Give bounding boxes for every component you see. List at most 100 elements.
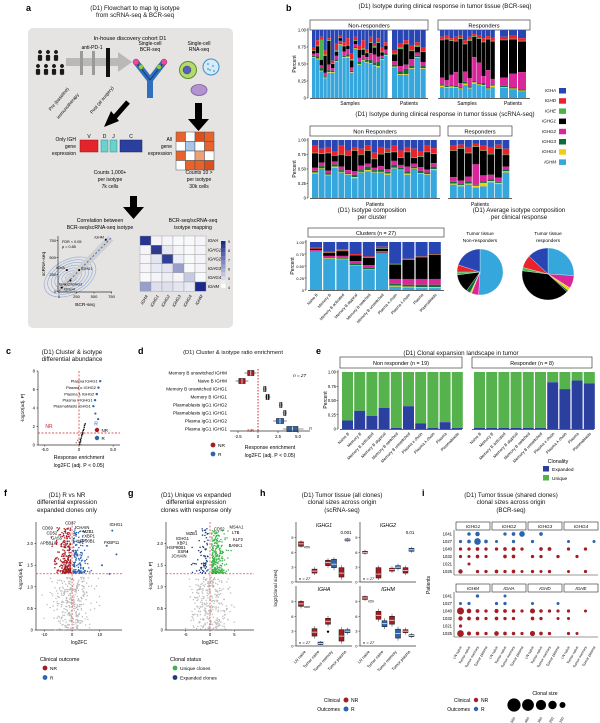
- tick: 750: [49, 238, 56, 243]
- stacked-bar-segment: [450, 145, 457, 151]
- stacked-bar-segment: [430, 153, 437, 164]
- stacked-bar-segment: [449, 38, 454, 41]
- ns-point: [82, 594, 84, 597]
- panel-letter-a: a: [26, 3, 32, 13]
- left-point: [62, 541, 64, 544]
- left-point: [64, 528, 67, 531]
- stacked-bar-segment: [378, 153, 384, 155]
- right-point: [227, 557, 229, 559]
- ns-point: [192, 599, 195, 601]
- stacked-bar-segment: [449, 87, 454, 98]
- ns-point: [87, 585, 90, 588]
- stacked-bar-segment: [403, 68, 409, 75]
- ns-point: [207, 610, 210, 612]
- clone-dot: [475, 616, 480, 621]
- map-title: isotype mapping: [174, 225, 212, 231]
- right-point: [216, 532, 218, 534]
- surgery-bar: [106, 48, 110, 77]
- clone-dot: [458, 554, 463, 559]
- ns-point: [224, 611, 226, 613]
- legend-swatch: [559, 88, 566, 94]
- ns-point: [215, 619, 217, 621]
- clone-dot: [503, 616, 507, 621]
- clone-dot: [467, 547, 471, 551]
- legend-label: IGHE: [545, 108, 557, 113]
- right-point: [221, 529, 224, 532]
- right-point: [214, 569, 216, 572]
- stacked-bar-segment: [486, 70, 491, 88]
- facet-label: IGHD: [539, 586, 551, 591]
- right-point: [215, 555, 217, 558]
- stacked-bar-segment: [467, 40, 472, 79]
- stacked-bar-segment: [472, 82, 477, 84]
- ns-point: [83, 426, 86, 428]
- gene-label: CD37: [65, 521, 76, 526]
- left-point: [67, 554, 70, 557]
- unique-segment: [486, 372, 498, 428]
- legend-dot: [172, 675, 178, 680]
- right-point: [72, 549, 75, 552]
- clone-dot: [529, 630, 536, 637]
- ns-point: [207, 582, 209, 585]
- ns-point: [192, 617, 194, 619]
- left-point: [206, 570, 208, 572]
- stacked-bar-segment: [402, 284, 415, 287]
- legend-swatch: [543, 466, 549, 472]
- right-point: [221, 541, 223, 543]
- stacked-bar-segment: [467, 39, 472, 41]
- stacked-bar-segment: [487, 179, 495, 182]
- ns-point: [78, 605, 80, 608]
- stacked-bar-segment: [380, 47, 384, 52]
- stacked-bar-segment: [358, 148, 365, 155]
- ns-point: [80, 435, 83, 437]
- legend-dot: [473, 706, 479, 712]
- stacked-bar-segment: [380, 59, 384, 98]
- stacked-bar-segment: [372, 43, 377, 47]
- ns-point: [94, 608, 96, 610]
- legend-title: Clonality: [548, 459, 569, 465]
- stacked-bar-segment: [444, 30, 449, 36]
- ns-point: [43, 617, 45, 619]
- stacked-bar-segment: [397, 169, 404, 171]
- right-point: [217, 562, 219, 565]
- r-point: [97, 418, 100, 421]
- stacked-bar-segment: [357, 30, 361, 45]
- ns-point: [195, 578, 197, 580]
- ns-point: [52, 600, 55, 603]
- stacked-bar-segment: [371, 158, 378, 160]
- ns-point: [204, 613, 207, 615]
- left-point: [55, 539, 58, 542]
- r-point: [98, 379, 102, 383]
- legend-swatch: [559, 108, 566, 114]
- left-point: [59, 570, 62, 573]
- ns-point: [76, 439, 79, 442]
- ns-point: [89, 609, 92, 611]
- counts-right: Counts 10 >: [185, 170, 212, 176]
- stacked-bar-segment: [490, 41, 495, 79]
- stacked-bar-segment: [325, 173, 332, 175]
- left-point: [69, 542, 71, 544]
- gene-label: CD69: [42, 525, 53, 530]
- row-label: Memory B unswitched IGHG1: [166, 387, 227, 392]
- ns-point: [193, 613, 196, 615]
- right-point: [72, 538, 75, 540]
- person-icon: [59, 68, 65, 76]
- patient-label: 1021: [443, 562, 453, 567]
- stacked-bar-segment: [404, 173, 411, 175]
- ns-point: [195, 597, 197, 599]
- stacked-bar-segment: [391, 167, 398, 169]
- stacked-bar-segment: [362, 267, 375, 270]
- stacked-bar-segment: [338, 155, 345, 167]
- stacked-bar-segment: [472, 30, 477, 35]
- right-point: [82, 540, 85, 542]
- legend-dot: [94, 427, 100, 433]
- ns-point: [199, 601, 202, 603]
- person-icon: [43, 68, 49, 76]
- stacked-bar-segment: [457, 144, 465, 149]
- ns-point: [75, 623, 77, 625]
- stacked-bar-segment: [369, 59, 373, 64]
- stacked-bar-segment: [417, 167, 424, 171]
- stacked-bar-segment: [444, 38, 449, 40]
- left-point: [206, 533, 208, 535]
- stacked-bar-segment: [397, 167, 404, 170]
